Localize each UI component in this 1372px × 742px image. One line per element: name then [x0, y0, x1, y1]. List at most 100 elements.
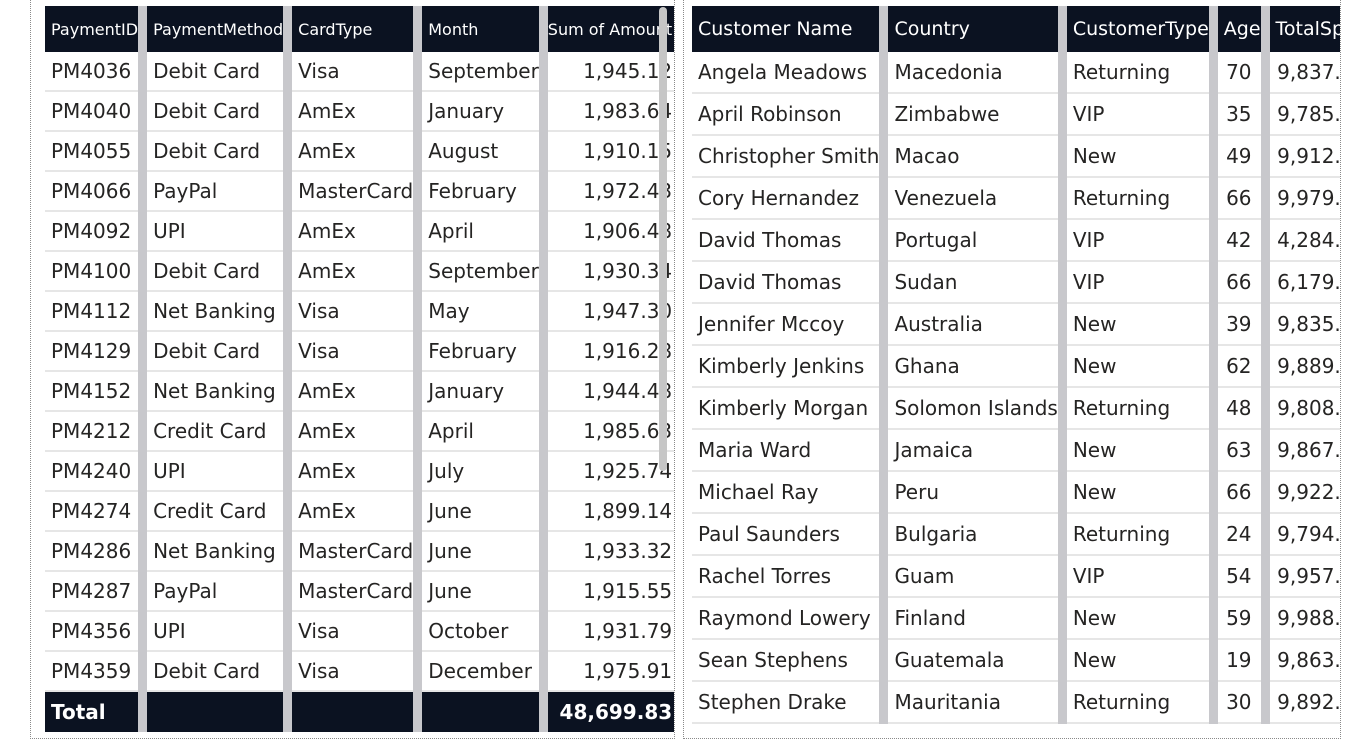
cell-paymentid: PM4359: [45, 651, 148, 692]
cell-country: Portugal: [883, 219, 1067, 262]
table-row[interactable]: PM4359 Debit Card Visa December 1,975.91: [45, 651, 674, 692]
cell-age: 66: [1213, 471, 1270, 514]
cell-customertype: VIP: [1062, 555, 1218, 598]
cell-customer-name: David Thomas: [692, 261, 889, 304]
table-row[interactable]: PM4129 Debit Card Visa February 1,916.28: [45, 331, 674, 372]
column-header-customer-name[interactable]: Customer Name: [692, 6, 889, 52]
table-row[interactable]: Stephen Drake Mauritania Returning 30 9,892.…: [692, 681, 1340, 724]
column-header-age[interactable]: Age: [1213, 6, 1270, 52]
cell-month: April: [417, 411, 548, 452]
column-header-country[interactable]: Country: [883, 6, 1067, 52]
cell-month: January: [417, 371, 548, 412]
cell-age: 63: [1213, 429, 1270, 472]
table-row[interactable]: PM4274 Credit Card AmEx June 1,899.14: [45, 491, 674, 532]
total-empty-cell: [142, 691, 293, 732]
cell-customertype: New: [1062, 303, 1218, 346]
table-row[interactable]: PM4286 Net Banking MasterCard June 1,933.32: [45, 531, 674, 572]
table-row[interactable]: PM4152 Net Banking AmEx January 1,944.48: [45, 371, 674, 412]
cell-sum-of-amount: 1,915.55: [543, 571, 674, 612]
cell-sum-of-amount: 1,983.64: [543, 91, 674, 132]
cell-month: July: [417, 451, 548, 492]
cell-country: Zimbabwe: [883, 93, 1067, 136]
cell-paymentmethod: PayPal: [142, 171, 293, 212]
cell-paymentmethod: Credit Card: [142, 411, 293, 452]
total-row: Total 48,699.83: [45, 691, 674, 732]
cell-cardtype: MasterCard: [287, 531, 423, 572]
table-row[interactable]: Kimberly Morgan Solomon Islands Returning 4…: [692, 387, 1340, 430]
cell-customer-name: David Thomas: [692, 219, 889, 262]
cell-month: June: [417, 491, 548, 532]
cell-customertype: VIP: [1062, 219, 1218, 262]
cell-paymentmethod: UPI: [142, 451, 293, 492]
cell-customer-name: Angela Meadows: [692, 52, 889, 94]
cell-paymentid: PM4240: [45, 451, 148, 492]
vertical-scrollbar[interactable]: [659, 7, 667, 471]
cell-customer-name: Maria Ward: [692, 429, 889, 472]
cell-totalspent: 9,863.87: [1265, 639, 1340, 682]
total-label: Total: [45, 691, 148, 732]
cell-customer-name: April Robinson: [692, 93, 889, 136]
column-header-month[interactable]: Month: [417, 6, 548, 52]
cell-paymentid: PM4287: [45, 571, 148, 612]
payments-header-row: PaymentID PaymentMethod CardType Month S…: [45, 6, 674, 52]
cell-customertype: VIP: [1062, 93, 1218, 136]
table-row[interactable]: PM4240 UPI AmEx July 1,925.74: [45, 451, 674, 492]
cell-paymentid: PM4112: [45, 291, 148, 332]
cell-customertype: New: [1062, 639, 1218, 682]
table-row[interactable]: PM4036 Debit Card Visa September 1,945.12: [45, 52, 674, 92]
table-row[interactable]: Cory Hernandez Venezuela Returning 66 9,979.…: [692, 177, 1340, 220]
cell-paymentid: PM4040: [45, 91, 148, 132]
cell-sum-of-amount: 1,899.14: [543, 491, 674, 532]
table-row[interactable]: Angela Meadows Macedonia Returning 70 9,837.…: [692, 52, 1340, 94]
cell-paymentmethod: Net Banking: [142, 531, 293, 572]
cell-paymentmethod: Debit Card: [142, 131, 293, 172]
table-row[interactable]: PM4212 Credit Card AmEx April 1,985.63: [45, 411, 674, 452]
cell-age: 66: [1213, 261, 1270, 304]
cell-totalspent: 9,835.56: [1265, 303, 1340, 346]
cell-country: Ghana: [883, 345, 1067, 388]
cell-sum-of-amount: 1,933.32: [543, 531, 674, 572]
cell-paymentmethod: UPI: [142, 211, 293, 252]
cell-country: Guam: [883, 555, 1067, 598]
table-row[interactable]: PM4066 PayPal MasterCard February 1,972.43: [45, 171, 674, 212]
table-row[interactable]: PM4055 Debit Card AmEx August 1,910.15: [45, 131, 674, 172]
cell-cardtype: MasterCard: [287, 571, 423, 612]
cell-paymentid: PM4356: [45, 611, 148, 652]
table-row[interactable]: PM4287 PayPal MasterCard June 1,915.55: [45, 571, 674, 612]
cell-sum-of-amount: 1,931.79: [543, 611, 674, 652]
table-row[interactable]: PM4356 UPI Visa October 1,931.79: [45, 611, 674, 652]
column-header-cardtype[interactable]: CardType: [287, 6, 423, 52]
column-header-customertype[interactable]: CustomerType: [1062, 6, 1218, 52]
column-header-totalspent[interactable]: TotalSpent: [1265, 6, 1340, 52]
cell-customertype: Returning: [1062, 52, 1218, 94]
cell-customer-name: Michael Ray: [692, 471, 889, 514]
cell-age: 62: [1213, 345, 1270, 388]
cell-cardtype: AmEx: [287, 371, 423, 412]
customers-table: Customer Name Country CustomerType Age T…: [692, 6, 1340, 724]
cell-month: September: [417, 251, 548, 292]
cell-sum-of-amount: 1,916.28: [543, 331, 674, 372]
cell-customer-name: Stephen Drake: [692, 681, 889, 724]
column-header-sum-of-amount[interactable]: Sum of Amount: [543, 6, 674, 52]
cell-paymentmethod: Credit Card: [142, 491, 293, 532]
column-header-paymentmethod[interactable]: PaymentMethod: [142, 6, 293, 52]
cell-month: April: [417, 211, 548, 252]
cell-country: Jamaica: [883, 429, 1067, 472]
table-row[interactable]: PM4040 Debit Card AmEx January 1,983.64: [45, 91, 674, 132]
table-row[interactable]: PM4112 Net Banking Visa May 1,947.30: [45, 291, 674, 332]
column-header-paymentid[interactable]: PaymentID: [45, 6, 148, 52]
table-row[interactable]: PM4092 UPI AmEx April 1,906.48: [45, 211, 674, 252]
table-row[interactable]: PM4100 Debit Card AmEx September 1,930.34: [45, 251, 674, 292]
